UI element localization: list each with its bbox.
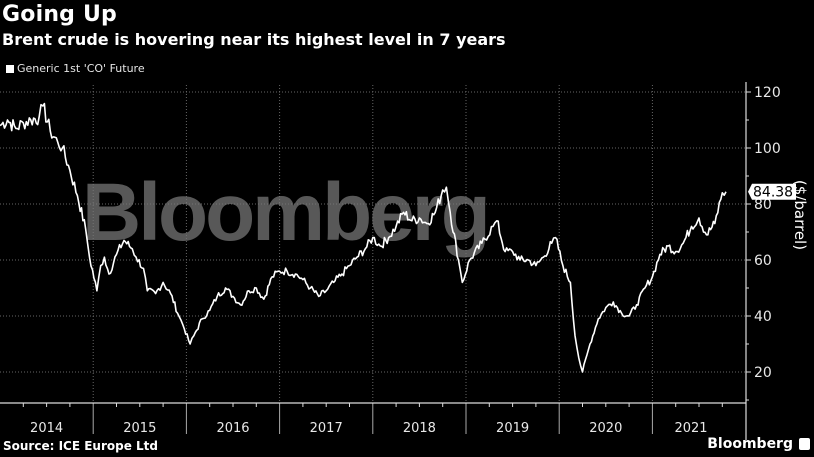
source-note: Source: ICE Europe Ltd [3, 439, 159, 453]
chart-subtitle: Brent crude is hovering near its highest… [2, 30, 506, 49]
x-tick-label: 2019 [496, 421, 529, 436]
y-tick-label: 120 [754, 85, 781, 101]
y-tick-label: 20 [754, 365, 772, 381]
bloomberg-chart-logo-icon [799, 438, 810, 450]
x-tick-label: 2021 [674, 421, 707, 436]
y-tick-label: 40 [754, 309, 772, 325]
bloomberg-brand: Bloomberg [707, 436, 810, 452]
x-tick-label: 2020 [589, 421, 622, 436]
legend-swatch-icon [6, 64, 14, 73]
price-line [0, 102, 727, 373]
brand-label: Bloomberg [707, 436, 793, 452]
bloomberg-watermark: Bloomberg [82, 167, 488, 258]
y-tick-label: 80 [754, 197, 772, 213]
x-tick-label: 2016 [216, 421, 249, 436]
gridlines [0, 85, 746, 403]
x-tick-label: 2014 [30, 421, 63, 436]
axes: 20 40 60 80 100 120 2014 2015 2016 2017 2018 2019 20… [0, 82, 781, 440]
x-tick-label: 2015 [123, 421, 156, 436]
x-tick-label: 2017 [310, 421, 343, 436]
last-value-label: 84.38 [748, 183, 796, 201]
svg-text:84.38: 84.38 [753, 185, 793, 201]
y-tick-label: 60 [754, 253, 772, 269]
y-axis-label: ($/barrel) [791, 180, 809, 250]
legend-label: Generic 1st 'CO' Future [17, 62, 145, 75]
x-tick-label: 2018 [403, 421, 436, 436]
chart-title: Going Up [2, 2, 117, 27]
y-tick-label: 100 [754, 141, 781, 157]
legend: Generic 1st 'CO' Future [6, 62, 145, 75]
